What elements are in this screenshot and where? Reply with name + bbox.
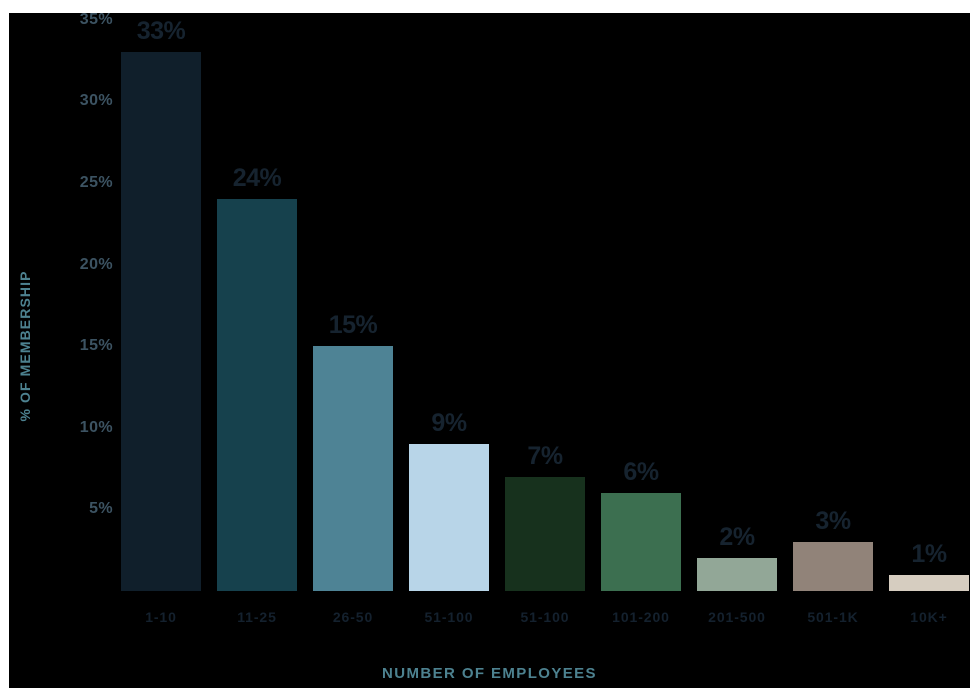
y-axis-tick-label: 30% [79,92,113,110]
bar-value-label: 9% [431,409,467,438]
bar[interactable] [793,542,873,591]
bar[interactable] [121,52,201,591]
y-axis-tick-label: 35% [79,13,113,28]
bar[interactable] [313,346,393,591]
x-axis-tick-label: 501-1K [807,609,859,625]
x-axis-tick-label: 1-10 [145,609,177,625]
bar-value-label: 1% [911,539,947,568]
y-axis-tick-label: 10% [79,418,113,436]
bar[interactable] [409,444,489,591]
bar-value-label: 7% [527,441,563,470]
x-axis-tick-label: 51-100 [424,609,474,625]
bar-value-label: 2% [719,523,755,552]
bar[interactable] [505,476,585,591]
y-axis-tick-label: 5% [89,500,113,518]
bar[interactable] [889,574,969,591]
y-axis-tick-label: 25% [79,174,113,191]
x-axis-tick-label: 11-25 [237,609,277,625]
x-axis-title: NUMBER OF EMPLOYEES [382,665,597,682]
bar-value-label: 24% [232,164,282,193]
bar-value-label: 15% [328,311,378,340]
bar-value-label: 33% [136,17,186,46]
x-axis-tick-label: 201-500 [708,609,766,625]
y-axis-tick-label: 20% [79,255,113,273]
bar[interactable] [601,493,681,591]
x-axis-tick-label: 26-50 [332,609,374,625]
x-axis-tick-label: 101-200 [612,609,670,625]
x-axis-tick-label: 10K+ [910,609,948,625]
bar-value-label: 3% [815,507,851,536]
chart-plot-area: % OF MEMBERSHIP NUMBER OF EMPLOYEES 5% 10… [9,13,970,688]
bar-value-label: 6% [623,458,659,487]
bar[interactable] [697,558,777,591]
x-axis-tick-label: 51-100 [520,609,570,625]
bar[interactable] [217,199,297,591]
y-axis-tick-label: 15% [79,337,113,355]
